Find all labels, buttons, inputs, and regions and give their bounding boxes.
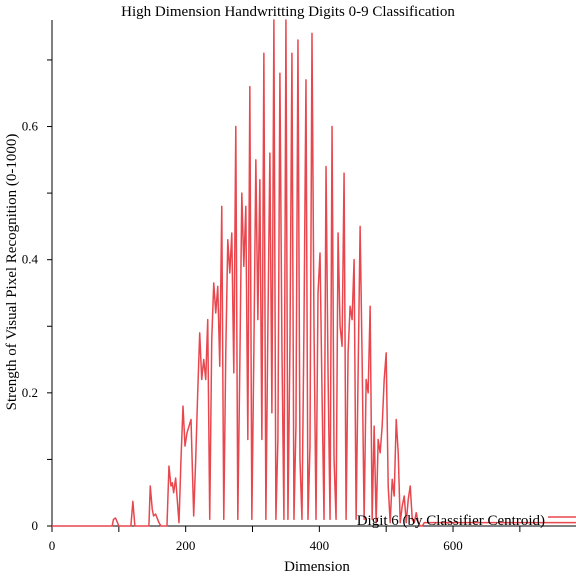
x-axis-label: Dimension xyxy=(284,559,350,575)
chart-title: High Dimension Handwritting Digits 0-9 C… xyxy=(121,4,455,20)
y-axis-label: Strength of Visual Pixel Recognition (0-… xyxy=(4,134,20,411)
y-tick-label: 0.2 xyxy=(22,385,38,400)
y-tick-label: 0.6 xyxy=(22,119,39,134)
x-tick-label: 0 xyxy=(49,538,56,553)
legend: Digit 6 (by Classifier Centroid) xyxy=(357,513,576,529)
x-tick-label: 600 xyxy=(443,538,463,553)
y-tick-label: 0.4 xyxy=(22,252,39,267)
x-tick-label: 400 xyxy=(310,538,330,553)
series-line xyxy=(52,19,576,527)
plot-area xyxy=(52,19,576,527)
legend-label: Digit 6 (by Classifier Centroid) xyxy=(357,513,545,529)
x-tick-label: 200 xyxy=(176,538,196,553)
y-tick-label: 0 xyxy=(32,518,39,533)
